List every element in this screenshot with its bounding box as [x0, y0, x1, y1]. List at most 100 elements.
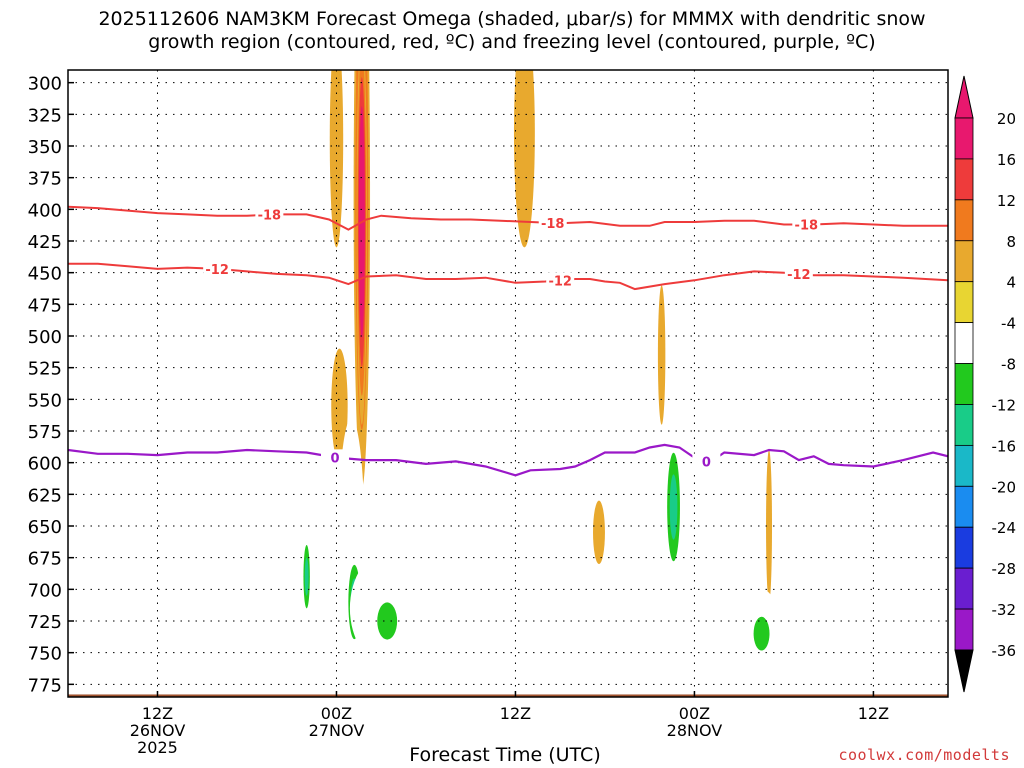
y-tick-label-475: 475 [28, 295, 62, 316]
y-axis: 300 325 350 375 400 425 450 475 500 525 550 575 600 6… [28, 74, 74, 696]
colorbar-label-0: 20 [997, 110, 1016, 128]
omega-region-7-level-0 [766, 450, 773, 602]
contour-lines: -18 -18 -18 -12 -12 -12 0 0 [68, 205, 948, 477]
y-tick-label-600: 600 [28, 454, 62, 475]
colorbar-swatch-9 [954, 485, 974, 528]
x-tick-label-48-0: 00Z [679, 704, 710, 723]
y-tick-label-575: 575 [28, 422, 62, 443]
y-tick-label-725: 725 [28, 612, 62, 633]
colorbar-label-11: -28 [992, 560, 1017, 578]
y-tick-label-625: 625 [28, 485, 62, 506]
colorbar-label-7: -12 [992, 396, 1017, 414]
colorbar-top-arrow [954, 75, 974, 119]
contour-label-bg-dgz-1-0 [203, 260, 232, 277]
colorbar-label-9: -20 [992, 478, 1017, 496]
colorbar-label-5: -4 [1001, 315, 1016, 333]
omega-region-9-level-2 [304, 557, 309, 596]
colorbar-swatch-7 [954, 404, 974, 446]
omega-region-20-level-0 [695, 526, 712, 678]
y-tick-label-425: 425 [28, 232, 62, 253]
omega-region-6-level-0 [593, 500, 605, 564]
contour-label-bg-freezing-1 [692, 453, 721, 470]
contour-label-dgz-1-2: -12 [787, 268, 811, 283]
contour-label-bg-dgz-1-2 [784, 265, 813, 282]
y-tick-label-525: 525 [28, 359, 62, 380]
y-tick-label-650: 650 [28, 517, 62, 538]
omega-region-19-level-2 [669, 474, 678, 540]
y-tick-label-400: 400 [28, 200, 62, 221]
colorbar-swatch-11 [954, 567, 974, 610]
colorbar-swatch-1 [954, 158, 974, 201]
y-tick-label-450: 450 [28, 264, 62, 285]
omega-region-3-level-0 [331, 348, 348, 463]
colorbar-swatch-3 [954, 240, 974, 283]
omega-region-14-level-0 [402, 456, 420, 596]
x-tick-label-48-1: 28NOV [667, 721, 723, 740]
y-tick-label-375: 375 [28, 169, 62, 190]
x-axis-title: Forecast Time (UTC) [409, 744, 601, 766]
chart-title-line-2: growth region (contoured, red, ºC) and f… [148, 31, 876, 53]
x-tick-label-36-0: 12Z [500, 704, 531, 723]
colorbar-label-10: -24 [992, 519, 1017, 537]
plot-frame [67, 69, 949, 698]
colorbar-swatch-6 [954, 363, 974, 405]
omega-region-5-level-0 [657, 285, 666, 425]
omega-region-17-level-0 [606, 494, 619, 685]
y-tick-label-300: 300 [28, 74, 62, 95]
y-tick-label-325: 325 [28, 105, 62, 126]
contour-label-dgz-1-0: -12 [205, 263, 229, 278]
contour-label-dgz-0-2: -18 [795, 219, 819, 234]
contour-label-freezing-1: 0 [702, 456, 711, 471]
colorbar-swatch-8 [954, 444, 974, 487]
colorbar-label-6: -8 [1001, 356, 1016, 374]
colorbar-swatch-5 [954, 322, 974, 364]
chart-title-line-1: 2025112606 NAM3KM Forecast Omega (shaded… [98, 8, 926, 30]
colorbar: 20 16 12 8 4 -4 -8 -12 -16 -20 -24 -28 -32 -36 [954, 75, 1017, 693]
contour-label-bg-dgz-0-0 [255, 206, 284, 223]
terrain-surface [68, 694, 948, 697]
colorbar-swatch-12 [954, 608, 974, 651]
omega-region-13-level-1 [377, 602, 398, 640]
contour-label-dgz-0-0: -18 [258, 209, 282, 224]
colorbar-swatch-10 [954, 526, 974, 569]
x-tick-label-60-0: 12Z [858, 704, 889, 723]
contour-line-dgz-0 [68, 205, 948, 231]
y-tick-label-750: 750 [28, 644, 62, 665]
omega-region-22-level-1 [753, 616, 770, 651]
omega-region-4-level-0 [513, 70, 535, 248]
colorbar-bottom-arrow [954, 649, 974, 693]
contour-label-bg-dgz-0-1 [538, 214, 567, 231]
omega-region-2-level-0 [329, 70, 344, 248]
colorbar-label-3: 8 [1006, 233, 1016, 251]
colorbar-label-13: -36 [992, 642, 1017, 660]
colorbar-label-2: 12 [997, 192, 1016, 210]
x-tick-label-12-1: 26NOV [130, 721, 186, 740]
x-tick-label-24-0: 00Z [321, 704, 352, 723]
omega-region-16-level-0 [467, 551, 534, 653]
contour-label-bg-dgz-0-2 [792, 216, 821, 233]
ground-surface [68, 694, 948, 697]
x-tick-label-12-2: 2025 [137, 738, 178, 757]
colorbar-label-12: -32 [992, 601, 1017, 619]
contour-line-freezing [68, 443, 948, 477]
y-tick-label-700: 700 [28, 580, 62, 601]
colorbar-swatch-4 [954, 281, 974, 324]
y-tick-label-775: 775 [28, 675, 62, 696]
y-tick-label-500: 500 [28, 327, 62, 348]
contour-label-bg-freezing-0 [320, 449, 349, 466]
colorbar-label-8: -16 [992, 437, 1017, 455]
colorbar-label-4: 4 [1006, 274, 1016, 292]
contour-label-bg-dgz-1-1 [546, 272, 575, 289]
omega-region-23-level-0 [837, 637, 865, 663]
y-tick-label-350: 350 [28, 137, 62, 158]
x-tick-label-24-1: 27NOV [309, 721, 365, 740]
credit-link[interactable]: coolwx.com/modelts [838, 746, 1010, 764]
contour-label-dgz-1-1: -12 [548, 274, 572, 289]
colorbar-swatch-0 [954, 117, 974, 160]
y-tick-label-675: 675 [28, 549, 62, 570]
colorbar-label-1: 16 [997, 151, 1016, 169]
contour-label-dgz-0-1: -18 [541, 217, 565, 232]
y-tick-label-550: 550 [28, 390, 62, 411]
